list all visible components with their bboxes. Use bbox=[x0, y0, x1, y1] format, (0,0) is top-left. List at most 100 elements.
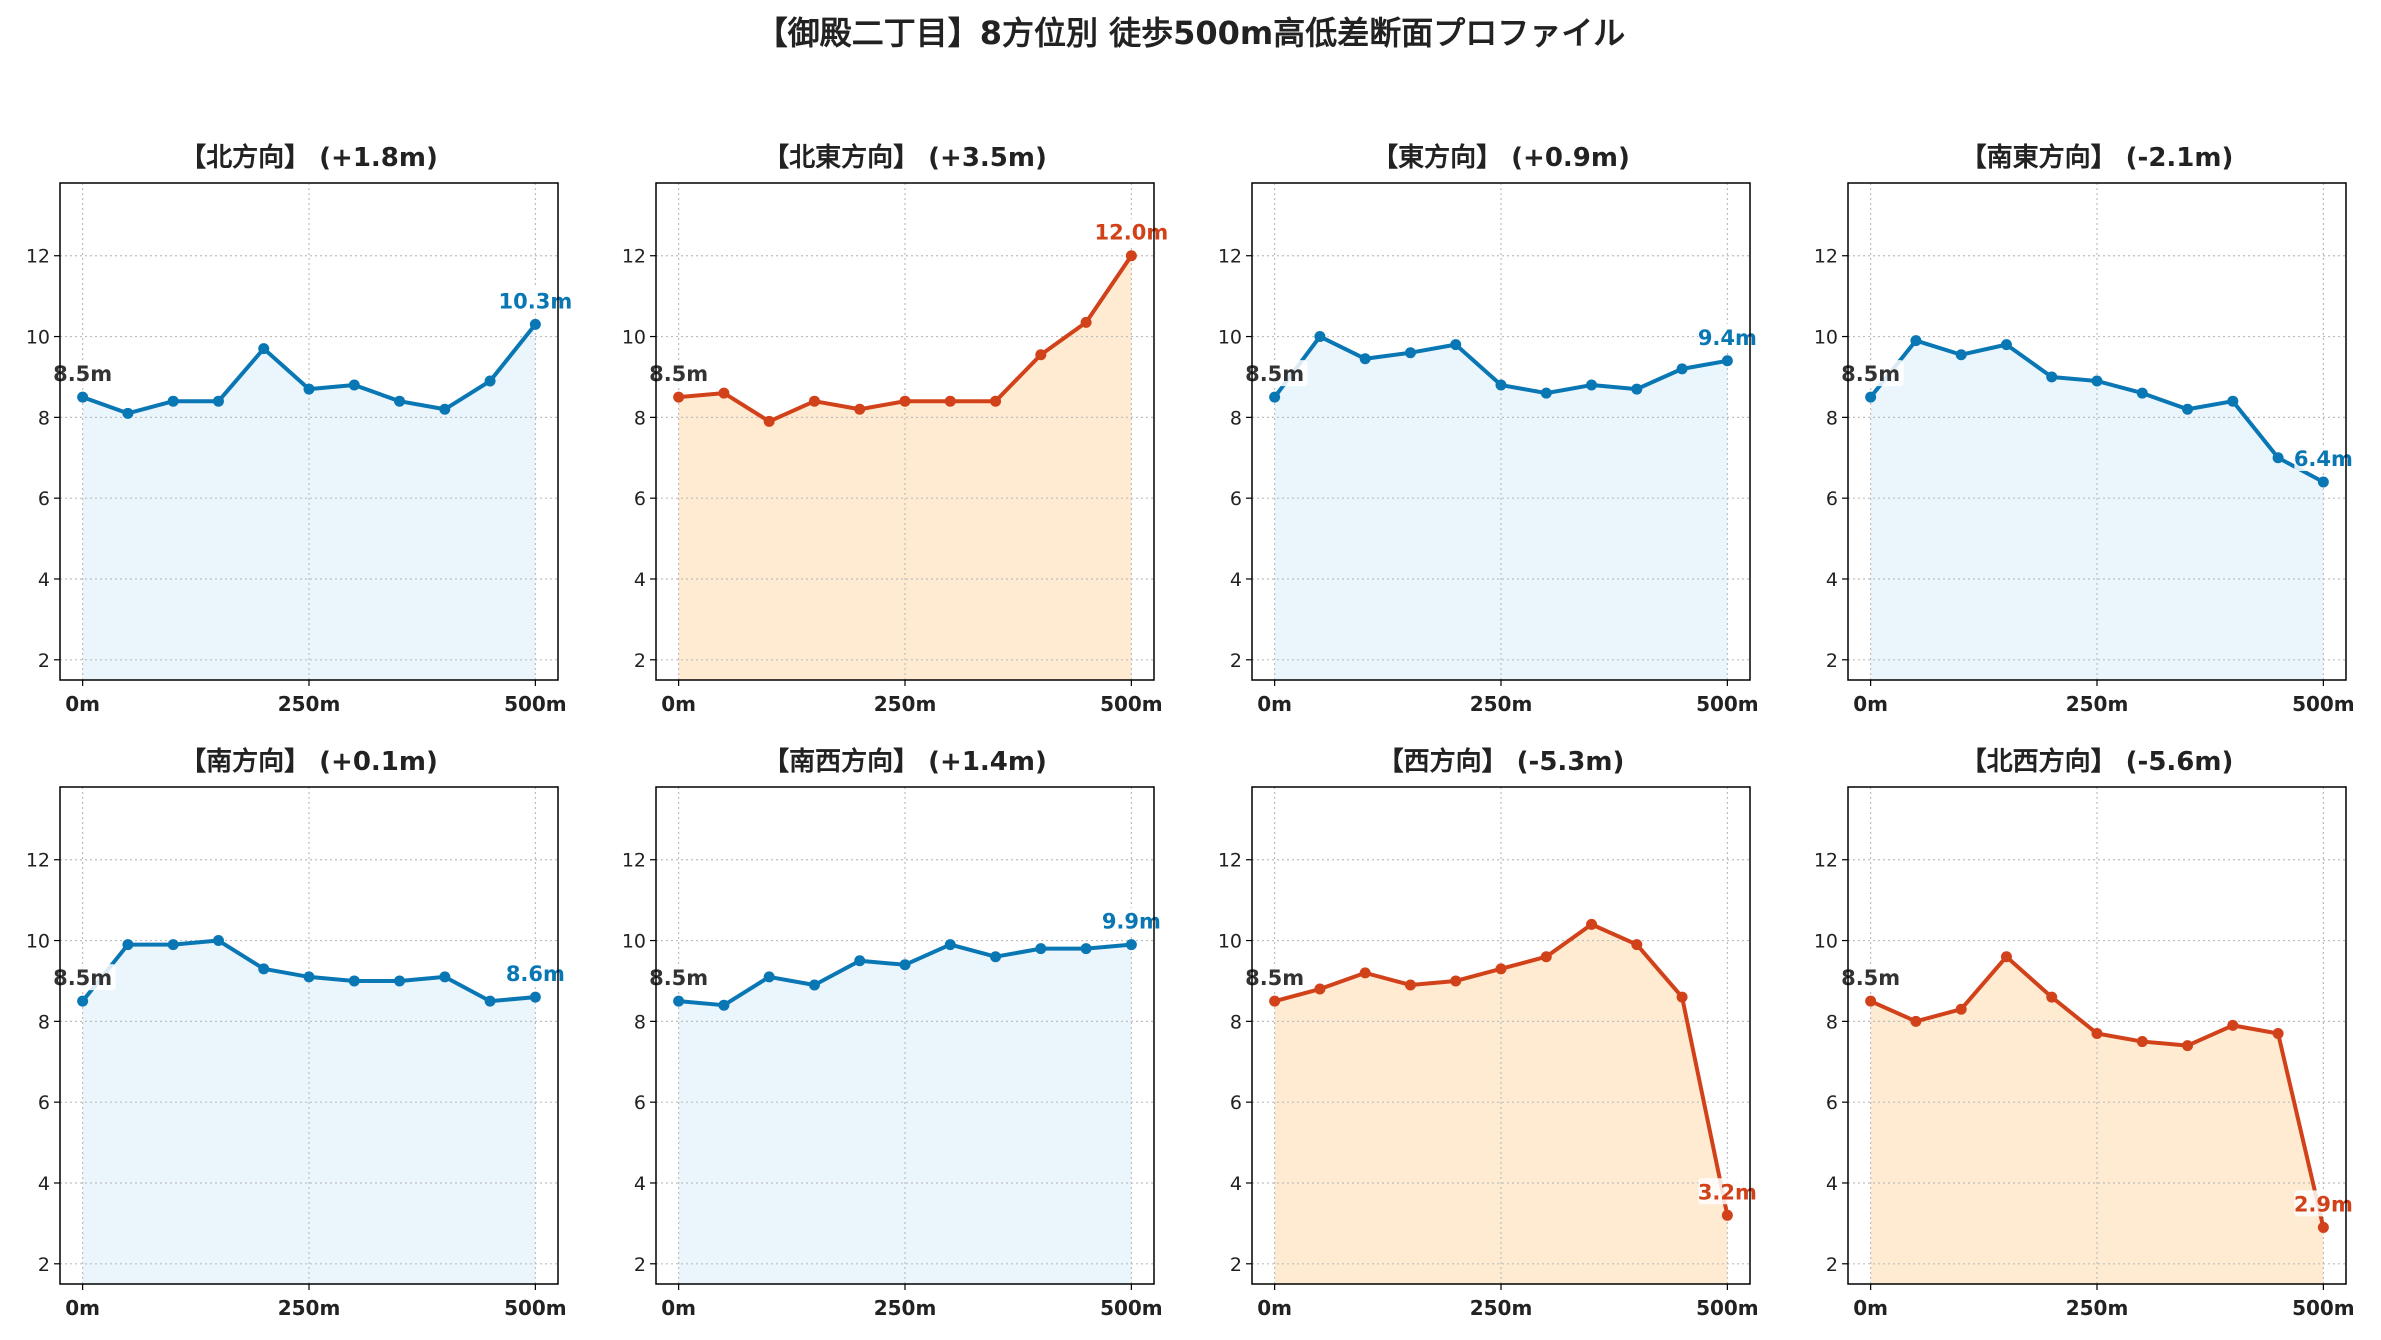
y-tick-label: 8 bbox=[1826, 407, 1838, 429]
end-value-label: 9.4m bbox=[1698, 326, 1757, 350]
start-value-label: 8.5m bbox=[1245, 362, 1304, 386]
data-point bbox=[529, 991, 541, 1003]
y-tick-label: 12 bbox=[1814, 246, 1838, 268]
end-value-label: 10.3m bbox=[499, 289, 573, 313]
data-point bbox=[944, 395, 956, 407]
end-label-bg bbox=[1698, 323, 1757, 350]
y-tick-label: 10 bbox=[26, 931, 50, 953]
data-point bbox=[1450, 975, 1462, 987]
data-point bbox=[1676, 363, 1688, 375]
data-point bbox=[1865, 391, 1877, 403]
panel-title: 【南西方向】 (+1.4m) bbox=[763, 746, 1047, 777]
data-point bbox=[2272, 452, 2284, 464]
data-point bbox=[1125, 939, 1137, 951]
x-tick-label: 250m bbox=[1470, 692, 1533, 716]
y-tick-label: 8 bbox=[1826, 1011, 1838, 1033]
axes-frame bbox=[1847, 786, 2347, 1285]
start-label-bg bbox=[49, 964, 116, 991]
start-value-label: 8.5m bbox=[53, 966, 112, 990]
data-point bbox=[2046, 371, 2058, 383]
y-tick-label: 8 bbox=[634, 407, 646, 429]
x-tick-label: 500m bbox=[504, 692, 567, 716]
data-point bbox=[1540, 951, 1552, 963]
data-point bbox=[990, 395, 1002, 407]
data-point bbox=[212, 935, 224, 947]
x-tick-label: 250m bbox=[278, 692, 341, 716]
data-point bbox=[1495, 963, 1507, 975]
data-point bbox=[2000, 951, 2012, 963]
start-value-label: 8.5m bbox=[1841, 966, 1900, 990]
y-tick-label: 2 bbox=[1826, 1254, 1838, 1276]
data-point bbox=[1080, 316, 1092, 328]
data-point bbox=[167, 939, 179, 951]
start-label-bg bbox=[1241, 360, 1308, 387]
y-tick-label: 10 bbox=[26, 327, 50, 349]
y-tick-label: 4 bbox=[634, 569, 646, 591]
data-point bbox=[77, 391, 89, 403]
y-tick-label: 2 bbox=[1230, 1254, 1242, 1276]
data-point bbox=[1359, 967, 1371, 979]
data-point bbox=[1955, 349, 1967, 361]
x-tick-label: 0m bbox=[1853, 1296, 1888, 1320]
area-fill bbox=[678, 255, 1132, 681]
data-point bbox=[2091, 1027, 2103, 1039]
end-label-bg bbox=[1698, 1178, 1757, 1205]
panel-title: 【西方向】 (-5.3m) bbox=[1378, 746, 1625, 777]
data-point bbox=[77, 995, 89, 1007]
data-point bbox=[899, 395, 911, 407]
data-point bbox=[763, 415, 775, 427]
y-tick-label: 10 bbox=[1218, 931, 1242, 953]
data-point bbox=[718, 999, 730, 1011]
y-tick-label: 4 bbox=[1826, 569, 1838, 591]
y-tick-label: 10 bbox=[1814, 327, 1838, 349]
end-value-label: 3.2m bbox=[1698, 1180, 1757, 1204]
y-tick-label: 4 bbox=[38, 1173, 50, 1195]
data-point bbox=[2091, 375, 2103, 387]
x-tick-label: 500m bbox=[1696, 692, 1759, 716]
y-tick-label: 12 bbox=[1814, 850, 1838, 872]
x-tick-label: 500m bbox=[504, 1296, 567, 1320]
y-tick-label: 6 bbox=[38, 1092, 50, 1114]
data-point bbox=[212, 395, 224, 407]
data-point bbox=[763, 971, 775, 983]
x-tick-label: 250m bbox=[2066, 1296, 2129, 1320]
data-point bbox=[1721, 1209, 1733, 1221]
data-point bbox=[394, 975, 406, 987]
start-value-label: 8.5m bbox=[649, 966, 708, 990]
data-point bbox=[1910, 335, 1922, 347]
data-point bbox=[348, 379, 360, 391]
end-value-label: 12.0m bbox=[1095, 221, 1169, 245]
x-tick-label: 250m bbox=[278, 1296, 341, 1320]
y-tick-label: 4 bbox=[38, 569, 50, 591]
x-tick-label: 0m bbox=[1853, 692, 1888, 716]
y-tick-label: 8 bbox=[38, 1011, 50, 1033]
y-tick-label: 6 bbox=[1826, 488, 1838, 510]
y-tick-label: 6 bbox=[1826, 1092, 1838, 1114]
area-fill bbox=[1870, 956, 2324, 1284]
data-point bbox=[1125, 250, 1137, 262]
y-tick-label: 2 bbox=[1826, 650, 1838, 672]
data-point bbox=[258, 963, 270, 975]
y-tick-label: 12 bbox=[1218, 850, 1242, 872]
start-value-label: 8.5m bbox=[53, 362, 112, 386]
panel-4: 2 4 6 8 10 12 0m 250m 500m 8.5m 8.6m 【南方向】 (+0.1m) bbox=[26, 746, 567, 1320]
x-tick-label: 0m bbox=[661, 1296, 696, 1320]
axes-frame bbox=[59, 182, 559, 681]
axes-frame bbox=[1847, 182, 2347, 681]
y-tick-label: 2 bbox=[1230, 650, 1242, 672]
y-tick-label: 10 bbox=[622, 327, 646, 349]
panel-7: 2 4 6 8 10 12 0m 250m 500m 8.5m 2.9m 【北西方向】 (-5.6m) bbox=[1814, 746, 2355, 1320]
x-tick-label: 0m bbox=[1257, 1296, 1292, 1320]
end-value-label: 9.9m bbox=[1102, 910, 1161, 934]
area-fill bbox=[1870, 340, 2324, 680]
end-label-bg bbox=[2294, 445, 2353, 472]
data-point bbox=[990, 951, 1002, 963]
y-tick-label: 6 bbox=[38, 488, 50, 510]
end-label-bg bbox=[1095, 218, 1167, 245]
area-fill bbox=[82, 324, 536, 680]
data-point bbox=[2227, 1019, 2239, 1031]
panel-3: 2 4 6 8 10 12 0m 250m 500m 8.5m 6.4m 【南東方向】 (-2.1m) bbox=[1814, 142, 2355, 716]
panel-title: 【北東方向】 (+3.5m) bbox=[763, 142, 1047, 173]
data-point bbox=[854, 955, 866, 967]
